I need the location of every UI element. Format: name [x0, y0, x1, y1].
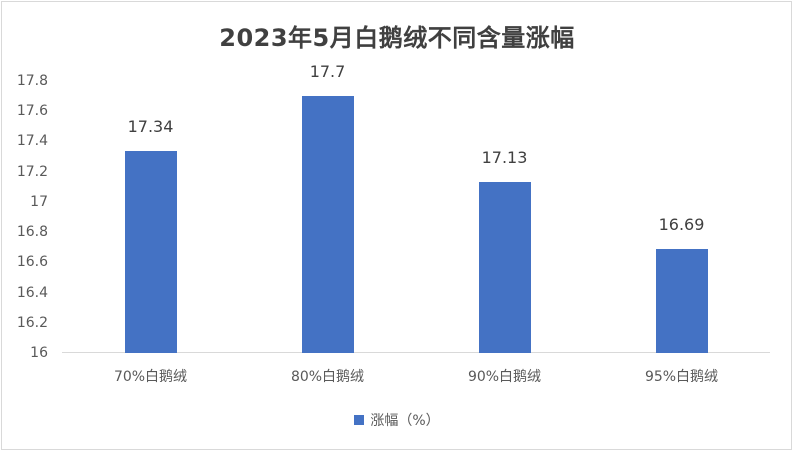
bar [124, 150, 177, 353]
y-tick-label: 17.4 [16, 133, 48, 150]
y-tick-label: 17.6 [16, 103, 48, 120]
x-tick-label: 90%白鹅绒 [467, 369, 542, 385]
y-tick-label: 16.6 [16, 254, 48, 271]
data-label: 17.13 [481, 148, 528, 168]
x-tick-label: 80%白鹅绒 [290, 369, 365, 385]
data-label: 17.34 [127, 116, 174, 136]
x-axis-line [62, 352, 770, 353]
chart-title: 2023年5月白鹅绒不同含量涨幅 [219, 24, 575, 52]
x-tick-label: 70%白鹅绒 [113, 369, 188, 385]
bar [655, 248, 708, 353]
y-tick-label: 17.2 [16, 163, 48, 180]
x-tick-label: 95%白鹅绒 [644, 369, 719, 385]
y-tick-label: 16.2 [16, 314, 48, 331]
bar [478, 182, 531, 353]
bar [301, 96, 354, 353]
data-label: 16.69 [658, 214, 705, 234]
y-tick-label: 17 [30, 193, 48, 210]
y-tick-label: 17.8 [16, 73, 48, 89]
legend: 涨幅（%） [0, 410, 794, 430]
data-label: 17.7 [309, 62, 346, 82]
legend-swatch [354, 415, 365, 425]
legend-label: 涨幅（%） [370, 413, 440, 429]
y-tick-label: 16.4 [16, 284, 48, 301]
y-tick-label: 16.8 [16, 224, 48, 241]
y-tick-label: 16 [30, 345, 48, 361]
